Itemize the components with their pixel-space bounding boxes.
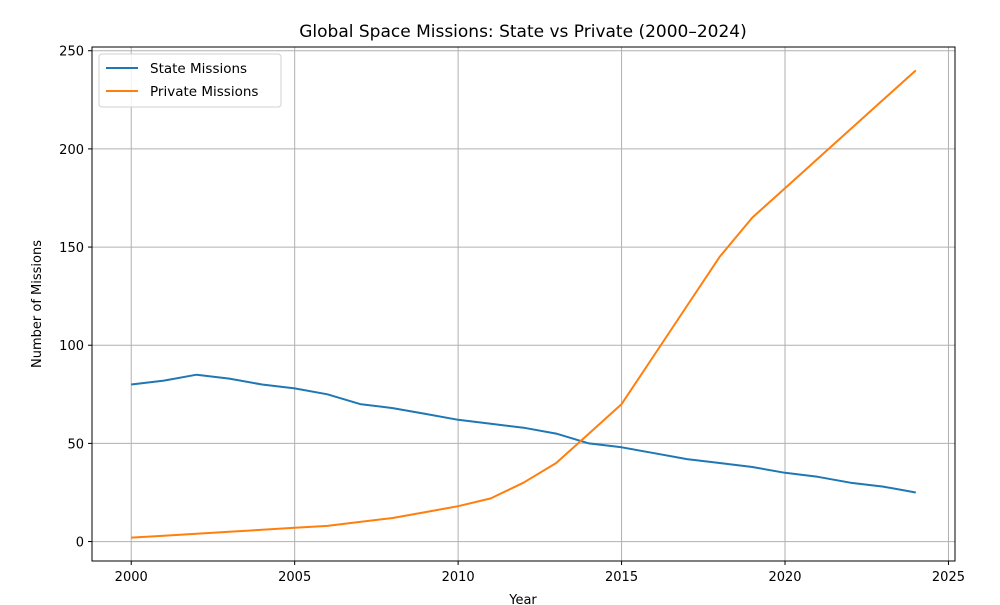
series-line-private — [131, 69, 917, 539]
x-tick-label: 2010 — [442, 570, 475, 585]
x-axis-label: Year — [508, 593, 537, 605]
y-tick-label: 200 — [59, 143, 84, 158]
y-axis-label: Number of Missions — [30, 240, 45, 368]
x-axis-ticks: 2000 2005 2010 2015 2020 2025 — [115, 561, 965, 585]
y-tick-label: 50 — [67, 437, 84, 452]
x-tick-label: 2000 — [115, 570, 148, 585]
x-tick-label: 2025 — [932, 570, 965, 585]
series-line-state — [131, 373, 916, 494]
legend: State Missions Private Missions — [98, 53, 282, 108]
y-tick-label: 100 — [59, 339, 84, 354]
y-axis-ticks: 0 50 100 150 200 250 — [59, 45, 92, 551]
legend-label: Private Missions — [150, 84, 258, 100]
legend-label: State Missions — [150, 61, 247, 77]
series-lines — [131, 69, 917, 539]
x-tick-label: 2005 — [278, 570, 311, 585]
y-tick-label: 250 — [59, 45, 84, 60]
y-tick-label: 0 — [76, 536, 84, 551]
plot-frame — [91, 46, 956, 562]
y-tick-label: 150 — [59, 241, 84, 256]
legend-box — [98, 53, 282, 108]
x-tick-label: 2015 — [605, 570, 638, 585]
grid — [92, 47, 955, 561]
chart-title: Global Space Missions: State vs Private … — [299, 22, 747, 42]
x-tick-label: 2020 — [768, 570, 801, 585]
